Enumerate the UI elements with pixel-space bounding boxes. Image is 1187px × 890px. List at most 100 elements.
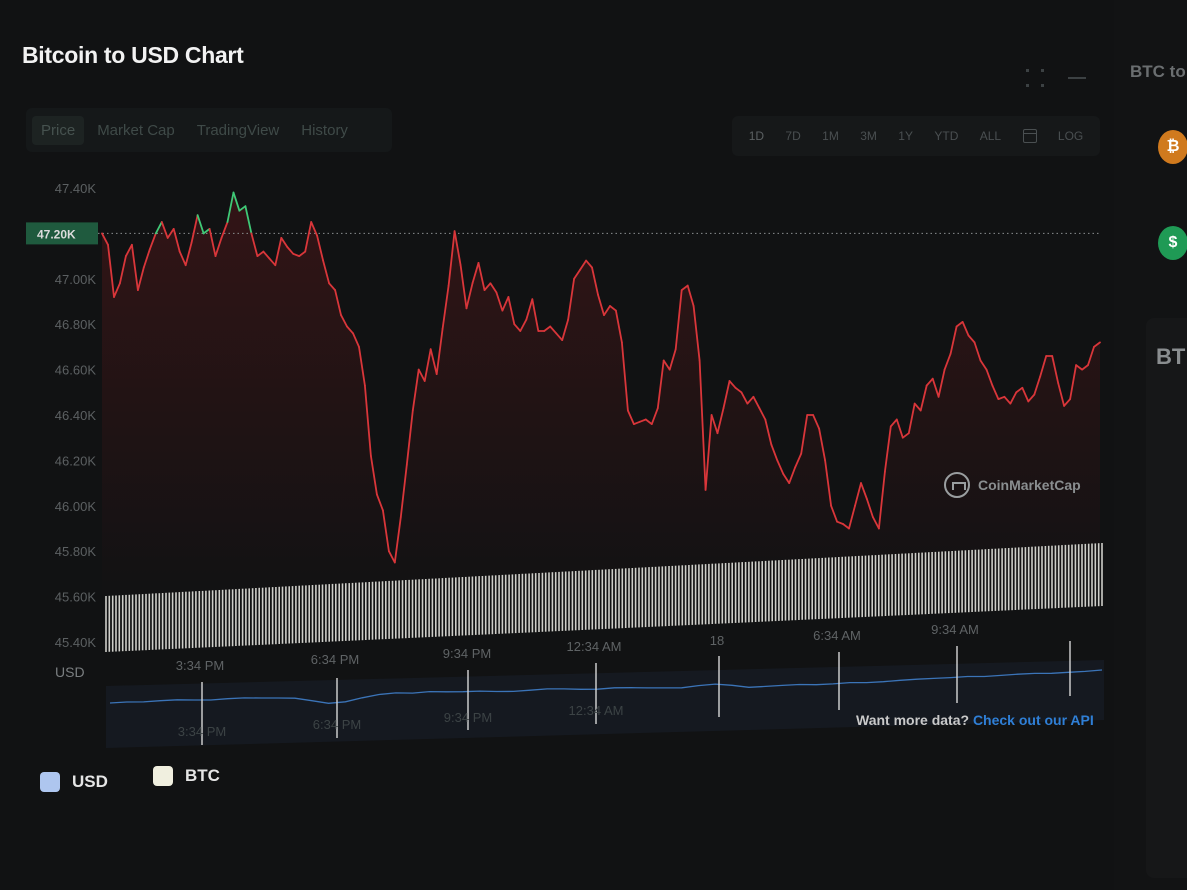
x-tick-label: 9:34 PM [443,646,491,661]
price-segment [913,402,922,412]
price-segment [352,332,360,348]
legend-usd-label: USD [72,772,108,791]
time-range-selector: 1D 7D 1M 3M 1Y YTD ALL LOG [732,116,1100,156]
tab-history[interactable]: History [301,121,348,139]
price-segment [764,418,773,446]
chart-tabs: Price Market Cap TradingView History [26,108,392,152]
price-segment [674,289,683,351]
price-segment [830,504,838,523]
price-segment [854,482,862,507]
price-segment [328,282,337,292]
price-segment [393,516,402,564]
price-segment [262,250,271,260]
price-segment [1009,391,1018,405]
more-data-text: Want more data? [856,712,970,728]
log-toggle[interactable]: LOG [1057,129,1084,143]
range-1m[interactable]: 1M [822,129,839,143]
price-segment [567,277,575,321]
price-area-fill [102,192,1100,600]
price-segment [644,418,653,426]
price-segment [788,466,797,485]
price-segment [704,414,713,491]
price-segment [776,459,785,475]
range-1d[interactable]: 1D [748,129,765,143]
price-segment [525,298,534,321]
price-segment [130,243,139,292]
y-tick-label: 45.40K [55,635,97,650]
price-segment [961,320,970,337]
price-segment [286,246,295,255]
legend-btc-label: BTC [185,766,220,785]
more-options-icon[interactable] [1068,77,1086,79]
price-segment [746,395,755,405]
price-segment [232,191,241,212]
price-segment [274,236,283,267]
y-tick-label: 46.20K [55,453,97,468]
more-data-note: Want more data? Check out our API [856,712,1094,728]
range-7d[interactable]: 7D [785,129,801,143]
price-segment [955,320,964,328]
navigator-line [109,669,1103,704]
price-segment [1027,393,1036,403]
price-segment [848,504,856,530]
price-segment [160,221,169,239]
price-segment [405,409,414,466]
range-3m[interactable]: 3M [860,129,877,143]
price-area [102,192,1100,600]
price-segment [387,550,396,564]
range-navigator[interactable]: 3:34 PM 6:34 PM 9:34 PM 12:34 AM [106,641,1104,748]
watermark-text: CoinMarketCap [978,477,1081,493]
price-segment [196,214,205,235]
x-tick-label: 3:34 PM [176,658,224,673]
price-segment [758,407,767,421]
y-tick-label: 46.40K [55,408,97,423]
price-segment [543,325,552,332]
price-segment [866,498,874,518]
price-segment [107,243,115,298]
price-segment [125,243,133,258]
tab-price[interactable]: Price [32,115,85,145]
price-segment [292,252,301,258]
price-segment [322,259,331,285]
calendar-icon[interactable] [1022,129,1037,143]
price-segment [250,232,259,258]
price-segment [609,305,617,312]
price-segment [794,452,803,469]
price-segment [884,425,892,473]
range-1y[interactable]: 1Y [898,129,913,143]
price-segment [1081,364,1089,371]
x-tick-label: 6:34 PM [311,652,359,667]
price-segment [280,236,289,248]
range-ytd[interactable]: YTD [934,129,959,143]
tab-tradingview[interactable]: TradingView [196,121,280,139]
price-segment [925,377,934,387]
price-segment [358,345,366,387]
range-all[interactable]: ALL [979,129,1002,143]
price-segment [621,341,629,412]
price-segment [1063,398,1071,407]
api-link[interactable]: Check out our API [972,712,1094,728]
price-segment [860,482,868,500]
price-segment [1051,355,1060,385]
fullscreen-icon[interactable] [1026,69,1044,87]
price-segment [585,259,593,269]
price-segment [310,221,319,237]
navigator-tick-label: 6:34 PM [313,717,361,732]
price-segment [973,341,982,362]
price-segment [782,473,791,485]
current-price-label: 47.20K [37,227,76,241]
y-tick-label: 46.80K [55,317,97,332]
coinmarketcap-logo-icon [944,472,970,498]
price-segment [997,395,1006,401]
price-segment [991,384,1000,401]
price-segment [650,407,659,426]
price-segment [752,395,761,410]
legend-usd[interactable]: USD [40,772,108,792]
price-segment [369,454,378,496]
volume-bars [105,543,1103,652]
legend-btc[interactable]: BTC [153,766,220,786]
tab-market-cap[interactable]: Market Cap [97,121,175,139]
price-segment [172,227,181,253]
price-segment [184,241,193,267]
